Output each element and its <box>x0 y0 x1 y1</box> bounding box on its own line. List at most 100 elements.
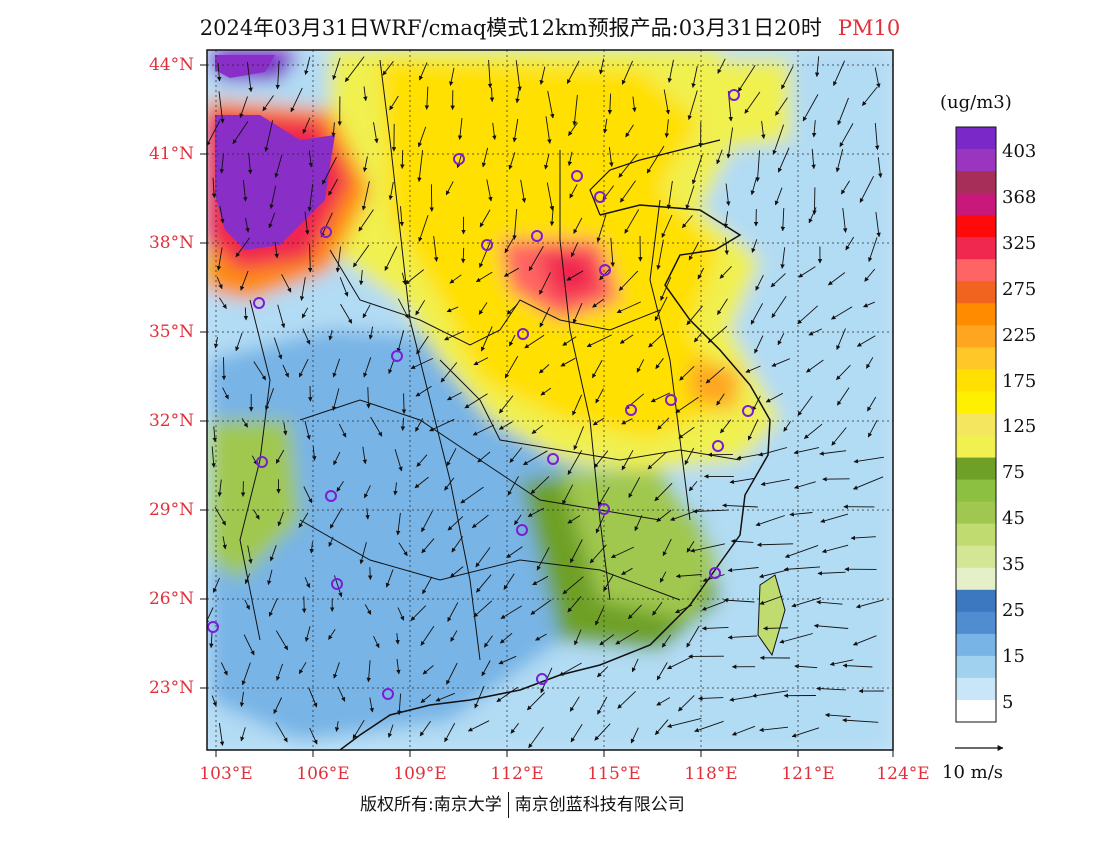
wind-arrow <box>410 605 427 621</box>
wind-arrow <box>793 447 820 455</box>
city-marker <box>391 350 403 362</box>
colorbar <box>955 126 997 723</box>
wind-arrow <box>567 515 581 524</box>
wind-arrow <box>309 541 314 554</box>
wind-arrow <box>481 147 489 168</box>
wind-arrow <box>475 271 493 283</box>
wind-arrow <box>418 214 429 242</box>
wind-arrow <box>656 662 668 681</box>
colorbar-label: 25 <box>1002 600 1025 621</box>
wind-arrow <box>745 365 761 373</box>
wind-arrow <box>444 330 465 341</box>
wind-arrow <box>852 635 877 646</box>
wind-arrow <box>451 536 464 553</box>
wind-arrow <box>616 301 641 314</box>
wind-arrow <box>619 334 634 344</box>
wind-arrow <box>574 629 582 646</box>
wind-arrow <box>752 395 761 412</box>
wind-arrow <box>570 724 583 743</box>
lat-label-38: 38°N <box>148 233 194 253</box>
wind-arrow <box>833 60 846 87</box>
city-marker <box>517 328 529 340</box>
wind-arrow <box>770 273 786 288</box>
wind-arrow <box>446 662 458 685</box>
wind-arrow <box>239 96 248 119</box>
wind-arrow <box>267 569 273 586</box>
wind-arrow <box>492 122 497 141</box>
wind-arrow <box>803 423 823 439</box>
colorbar-swatch <box>956 193 996 216</box>
wind-arrow <box>538 364 550 374</box>
wind-arrow <box>447 392 462 401</box>
wind-arrow <box>836 387 850 406</box>
lat-label-29: 29°N <box>148 500 194 520</box>
wind-arrow <box>636 359 645 373</box>
wind-arrow <box>276 663 284 681</box>
colorbar-label: 75 <box>1002 462 1025 483</box>
wind-arrow <box>599 58 605 75</box>
wind-arrow <box>755 150 761 182</box>
city-marker <box>709 567 721 579</box>
wind-arrow <box>479 209 491 228</box>
wind-arrow <box>617 690 636 709</box>
wind-arrow <box>572 94 578 126</box>
wind-arrow <box>697 267 705 280</box>
city-marker <box>253 297 265 309</box>
wind-arrow <box>399 206 405 227</box>
wind-arrow <box>410 357 434 370</box>
wind-arrow <box>855 599 884 609</box>
wind-arrow <box>701 626 729 631</box>
wind-arrow <box>246 62 253 93</box>
wind-arrow <box>265 388 275 411</box>
wind-arrow <box>654 719 669 736</box>
wind-arrow <box>615 629 639 645</box>
wind-arrow <box>723 211 729 229</box>
pollutant-label: PM10 <box>837 16 901 40</box>
wind-arrow <box>405 269 424 285</box>
wind-arrow <box>219 153 225 174</box>
wind-arrow <box>562 484 574 505</box>
wind-arrow <box>363 86 368 102</box>
wind-arrow <box>530 476 550 495</box>
wind-arrow <box>417 150 424 183</box>
wind-arrow <box>480 326 493 352</box>
wind-arrow <box>332 57 341 81</box>
colorbar-swatch <box>956 369 996 393</box>
wind-arrow <box>727 567 759 573</box>
wind-arrow <box>647 451 667 470</box>
wind-arrow <box>656 509 672 522</box>
city-marker <box>742 405 754 417</box>
wind-arrow <box>235 237 250 258</box>
wind-arrow <box>845 236 855 251</box>
wind-arrow <box>290 87 303 113</box>
wind-arrow <box>273 337 283 360</box>
wind-arrow <box>217 479 223 497</box>
wind-arrow <box>476 574 492 593</box>
wind-arrow <box>487 59 493 89</box>
wind-arrow <box>388 181 394 201</box>
lat-label-32: 32°N <box>148 411 194 431</box>
wind-arrow <box>791 597 822 608</box>
wind-arrow <box>281 274 292 293</box>
wind-arrow <box>524 334 545 349</box>
wind-arrow <box>816 686 846 691</box>
wind-arrow <box>457 118 463 140</box>
wind-arrow <box>627 604 642 620</box>
wind-arrow <box>667 59 674 83</box>
city-marker <box>599 264 611 276</box>
wind-arrow <box>503 267 520 277</box>
wind-arrow <box>253 361 267 381</box>
wind-arrow <box>528 245 544 272</box>
wind-arrow <box>760 478 790 487</box>
wind-arrow <box>424 86 430 110</box>
wind-arrow <box>593 450 609 469</box>
wind-arrow <box>307 243 313 273</box>
wind-arrow <box>352 719 365 739</box>
lon-label-118: 118°E <box>684 764 738 784</box>
wind-arrow <box>569 539 583 564</box>
wind-arrow <box>429 418 455 432</box>
wind-arrow <box>481 660 491 677</box>
wind-arrow <box>498 421 513 430</box>
wind-arrow <box>618 270 639 291</box>
wind-arrow <box>384 246 398 271</box>
